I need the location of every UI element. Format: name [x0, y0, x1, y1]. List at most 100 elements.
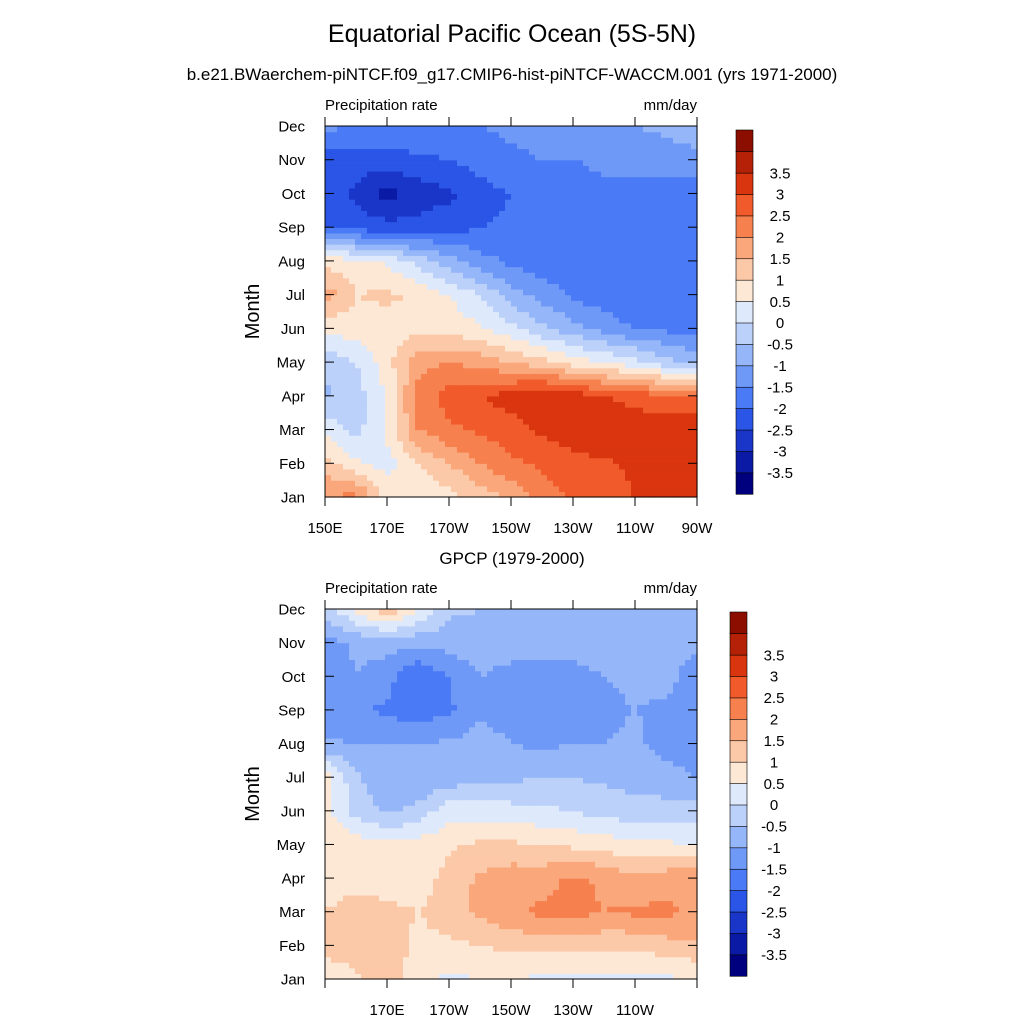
heatmap-cell: [493, 283, 500, 290]
heatmap-cell: [475, 917, 482, 924]
heatmap-cell: [523, 311, 530, 318]
heatmap-cell: [481, 294, 488, 301]
heatmap-cell: [373, 227, 380, 234]
heatmap-cell: [613, 165, 620, 172]
heatmap-cell: [331, 260, 338, 268]
heatmap-cell: [343, 934, 350, 941]
heatmap-cell: [517, 142, 524, 150]
heatmap-cell: [463, 911, 470, 918]
heatmap-cell: [331, 362, 338, 369]
heatmap-cell: [643, 367, 650, 374]
heatmap-cell: [493, 367, 500, 374]
heatmap-cell: [367, 199, 374, 206]
heatmap-cell: [505, 142, 512, 150]
heatmap-cell: [601, 154, 608, 161]
heatmap-cell: [367, 238, 374, 245]
heatmap-cell: [403, 193, 410, 200]
heatmap-cell: [445, 463, 452, 470]
heatmap-cell: [637, 967, 644, 974]
heatmap-cell: [373, 154, 380, 161]
heatmap-cell: [337, 378, 344, 386]
heatmap-cell: [433, 328, 440, 335]
heatmap-cell: [517, 485, 524, 492]
heatmap-cell: [361, 266, 368, 273]
heatmap-cell: [667, 423, 674, 431]
heatmap-cell: [667, 255, 674, 262]
heatmap-cell: [649, 463, 656, 470]
heatmap-cell: [337, 395, 344, 403]
heatmap-cell: [553, 137, 560, 144]
heatmap-cell: [463, 260, 470, 268]
heatmap-cell: [685, 468, 692, 476]
heatmap-cell: [343, 362, 350, 369]
heatmap-cell: [463, 384, 470, 391]
heatmap-cell: [691, 232, 698, 240]
heatmap-cell: [367, 137, 374, 144]
heatmap-cell: [553, 967, 560, 974]
heatmap-cell: [331, 199, 338, 206]
heatmap-cell: [571, 187, 578, 195]
heatmap-cell: [607, 131, 614, 138]
heatmap-cell: [511, 928, 518, 935]
heatmap-cell: [379, 928, 386, 935]
heatmap-cell: [631, 480, 638, 487]
heatmap-cell: [367, 934, 374, 941]
heatmap-cell: [661, 418, 668, 425]
heatmap-cell: [373, 412, 380, 419]
heatmap-cell: [679, 491, 686, 498]
heatmap-cell: [367, 452, 374, 459]
heatmap-cell: [595, 480, 602, 487]
heatmap-cell: [565, 148, 572, 155]
heatmap-cell: [421, 435, 428, 442]
heatmap-cell: [385, 463, 392, 470]
heatmap-cell: [439, 176, 446, 183]
heatmap-cell: [367, 317, 374, 324]
heatmap-cell: [355, 418, 362, 425]
heatmap-cell: [583, 922, 590, 930]
heatmap-cell: [625, 199, 632, 206]
heatmap-cell: [361, 244, 368, 251]
heatmap-cell: [637, 945, 644, 952]
heatmap-cell: [469, 182, 476, 189]
heatmap-cell: [397, 289, 404, 296]
heatmap-cell: [433, 922, 440, 930]
heatmap-cell: [463, 126, 470, 133]
heatmap-cell: [397, 148, 404, 155]
heatmap-cell: [463, 187, 470, 195]
heatmap-cell: [523, 412, 530, 419]
heatmap-cell: [625, 367, 632, 374]
heatmap-cell: [463, 480, 470, 487]
heatmap-cell: [565, 221, 572, 228]
heatmap-cell: [451, 137, 458, 144]
heatmap-cell: [421, 950, 428, 958]
heatmap-cell: [325, 266, 332, 273]
heatmap-cell: [613, 917, 620, 924]
heatmap-cell: [391, 491, 398, 498]
heatmap-cell: [619, 289, 626, 296]
heatmap-cell: [595, 917, 602, 924]
heatmap-cell: [667, 350, 674, 358]
heatmap-cell: [535, 950, 542, 958]
heatmap-cell: [685, 227, 692, 234]
heatmap-cell: [655, 945, 662, 952]
heatmap-cell: [373, 423, 380, 431]
heatmap-cell: [577, 356, 584, 363]
heatmap-cell: [649, 187, 656, 195]
heatmap-cell: [649, 244, 656, 251]
heatmap-cell: [451, 463, 458, 470]
heatmap-cell: [343, 339, 350, 346]
heatmap-cell: [469, 300, 476, 307]
heatmap-cell: [427, 917, 434, 924]
heatmap-cell: [559, 367, 566, 374]
heatmap-cell: [427, 249, 434, 256]
heatmap-cell: [325, 367, 332, 374]
y-tick-label: Jan: [281, 490, 305, 507]
heatmap-cell: [373, 440, 380, 448]
heatmap-cell: [337, 367, 344, 374]
heatmap-cell: [541, 452, 548, 459]
heatmap-cell: [637, 390, 644, 397]
heatmap-cell: [535, 485, 542, 492]
heatmap-cell: [619, 362, 626, 369]
heatmap-cell: [571, 468, 578, 476]
heatmap-cell: [589, 928, 596, 935]
